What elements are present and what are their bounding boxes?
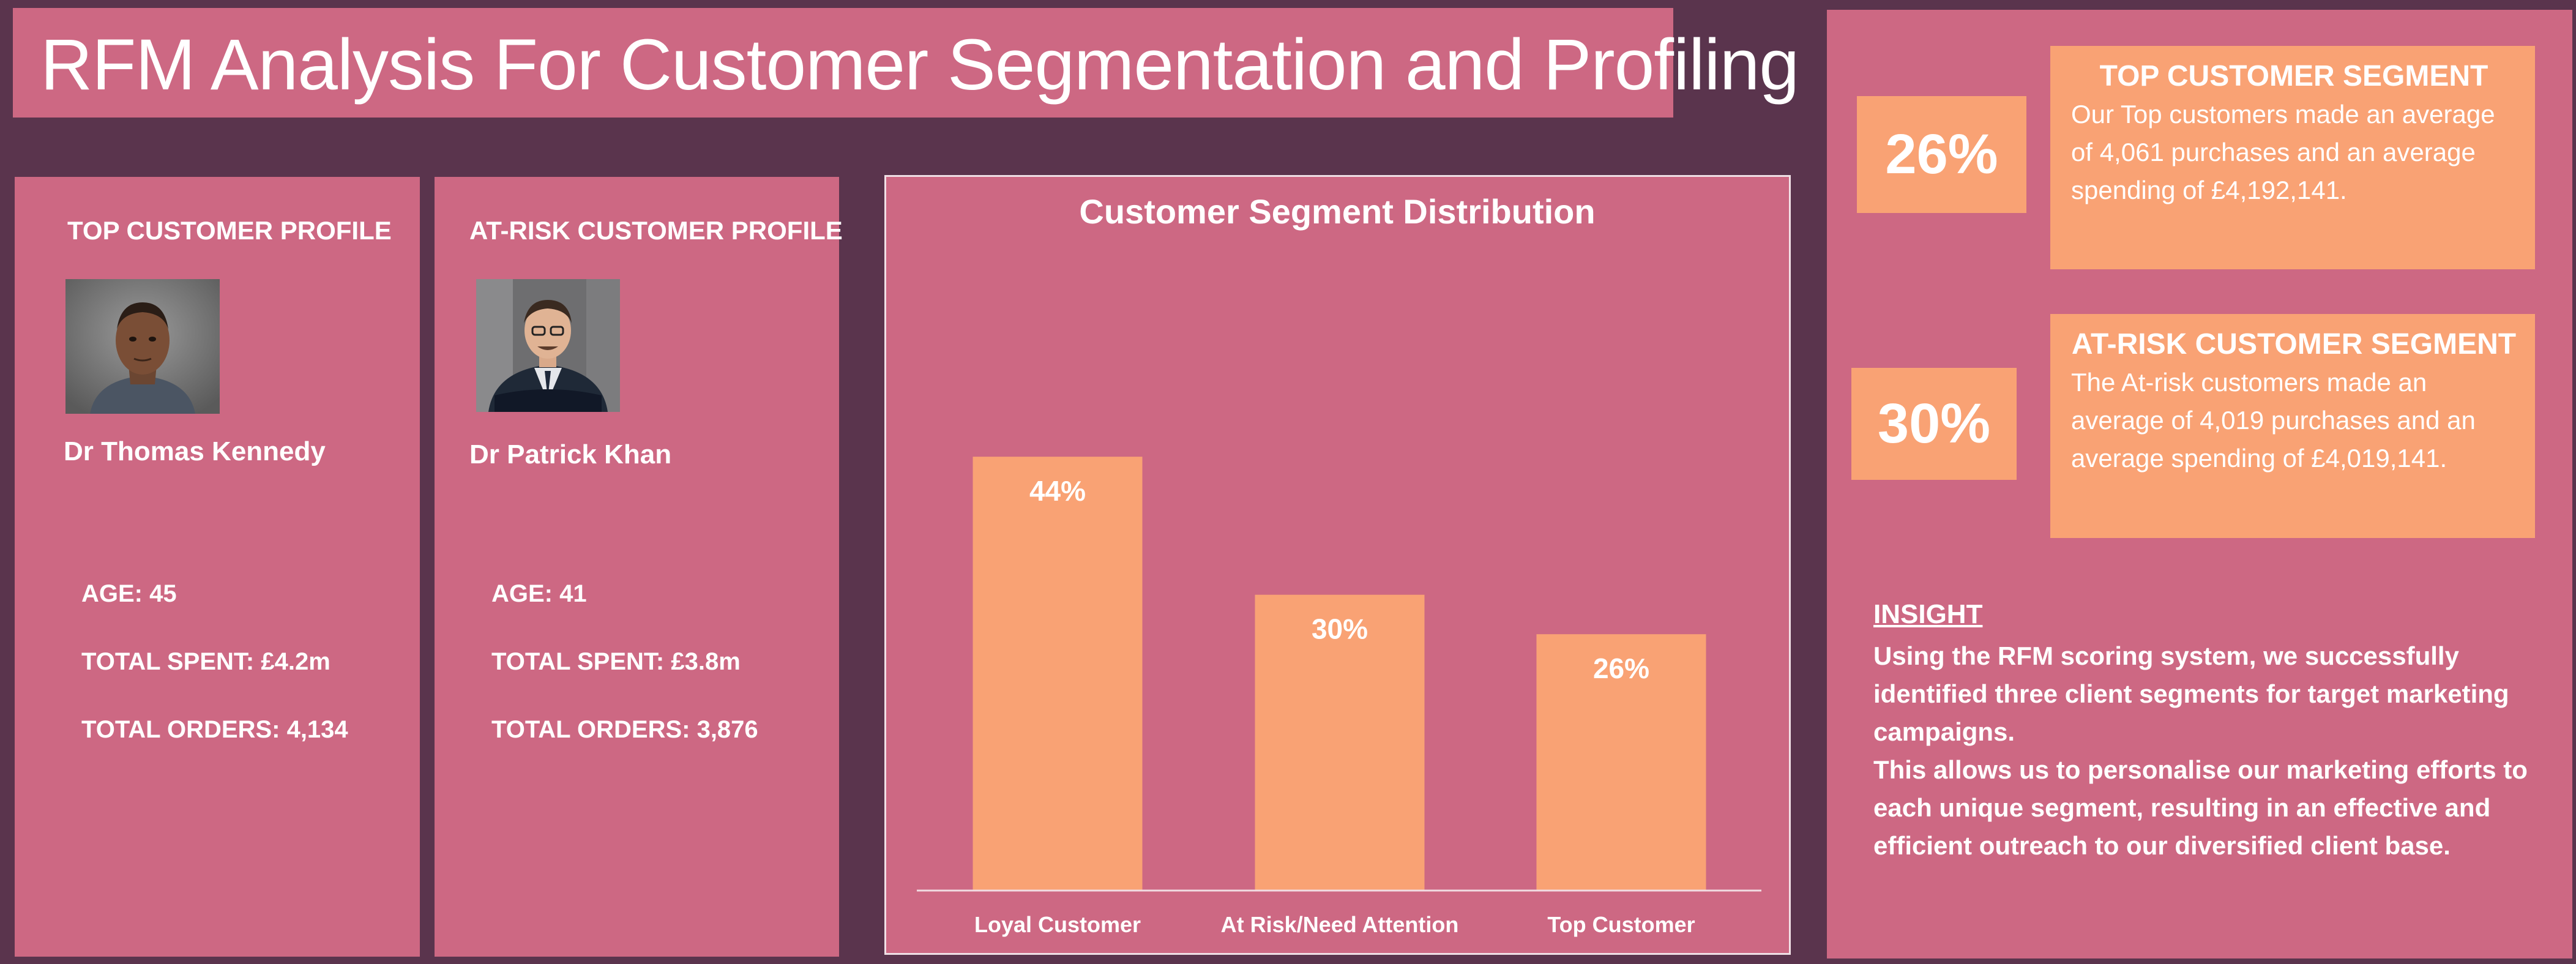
bar-data-label-0: 44%	[1029, 475, 1086, 507]
top-segment-title: TOP CUSTOMER SEGMENT	[2099, 60, 2488, 92]
bar-0	[973, 457, 1143, 891]
risk-segment-card: AT-RISK CUSTOMER SEGMENT The At-risk cus…	[2050, 314, 2535, 538]
top-segment-card: TOP CUSTOMER SEGMENT Our Top customers m…	[2050, 46, 2535, 269]
page-title: RFM Analysis For Customer Segmentation a…	[40, 24, 1799, 105]
top-segment-percent-tile: 26%	[1857, 96, 2026, 213]
top-customer-age: AGE: 45	[81, 580, 177, 607]
top-customer-avatar	[65, 279, 220, 414]
risk-profile-heading: AT-RISK CUSTOMER PROFILE	[469, 216, 843, 245]
top-segment-percent: 26%	[1885, 123, 1998, 185]
top-customer-name: Dr Thomas Kennedy	[64, 436, 326, 466]
x-tick-label-1: At Risk/Need Attention	[1221, 912, 1459, 937]
top-customer-total-spent: TOTAL SPENT: £4.2m	[81, 648, 330, 675]
insight-heading: INSIGHT	[1873, 599, 1983, 629]
risk-segment-title: AT-RISK CUSTOMER SEGMENT	[2071, 328, 2517, 361]
top-customer-total-orders: TOTAL ORDERS: 4,134	[81, 716, 348, 743]
bar-2	[1536, 634, 1706, 891]
top-profile-heading: TOP CUSTOMER PROFILE	[67, 216, 392, 245]
title-banner	[13, 8, 1673, 118]
bar-data-label-1: 30%	[1312, 613, 1368, 645]
chart-title: Customer Segment Distribution	[1079, 192, 1595, 231]
risk-segment-percent-tile: 30%	[1851, 368, 2017, 480]
at-risk-customer-name: Dr Patrick Khan	[469, 439, 672, 469]
at-risk-customer-total-spent: TOTAL SPENT: £3.8m	[491, 648, 741, 675]
at-risk-customer-total-orders: TOTAL ORDERS: 3,876	[491, 716, 758, 743]
segment-distribution-chart: Customer Segment Distribution 44%30%26% …	[917, 192, 1761, 937]
insight-text: Using the RFM scoring system, we success…	[1873, 641, 2528, 860]
at-risk-customer-avatar	[476, 279, 620, 412]
top-segment-description: Our Top customers made an average of 4,0…	[2071, 100, 2495, 204]
risk-segment-description: The At-risk customers made an average of…	[2071, 368, 2476, 473]
segment-distribution-chart-panel: Customer Segment Distribution 44% 30% 26% …	[884, 175, 1791, 955]
at-risk-customer-age: AGE: 41	[491, 580, 587, 607]
x-tick-label-0: Loyal Customer	[974, 912, 1141, 937]
bar-data-label-2: 26%	[1593, 652, 1649, 684]
bar-1	[1255, 594, 1425, 891]
risk-segment-percent: 30%	[1877, 392, 1991, 455]
x-tick-label-2: Top Customer	[1547, 912, 1695, 937]
